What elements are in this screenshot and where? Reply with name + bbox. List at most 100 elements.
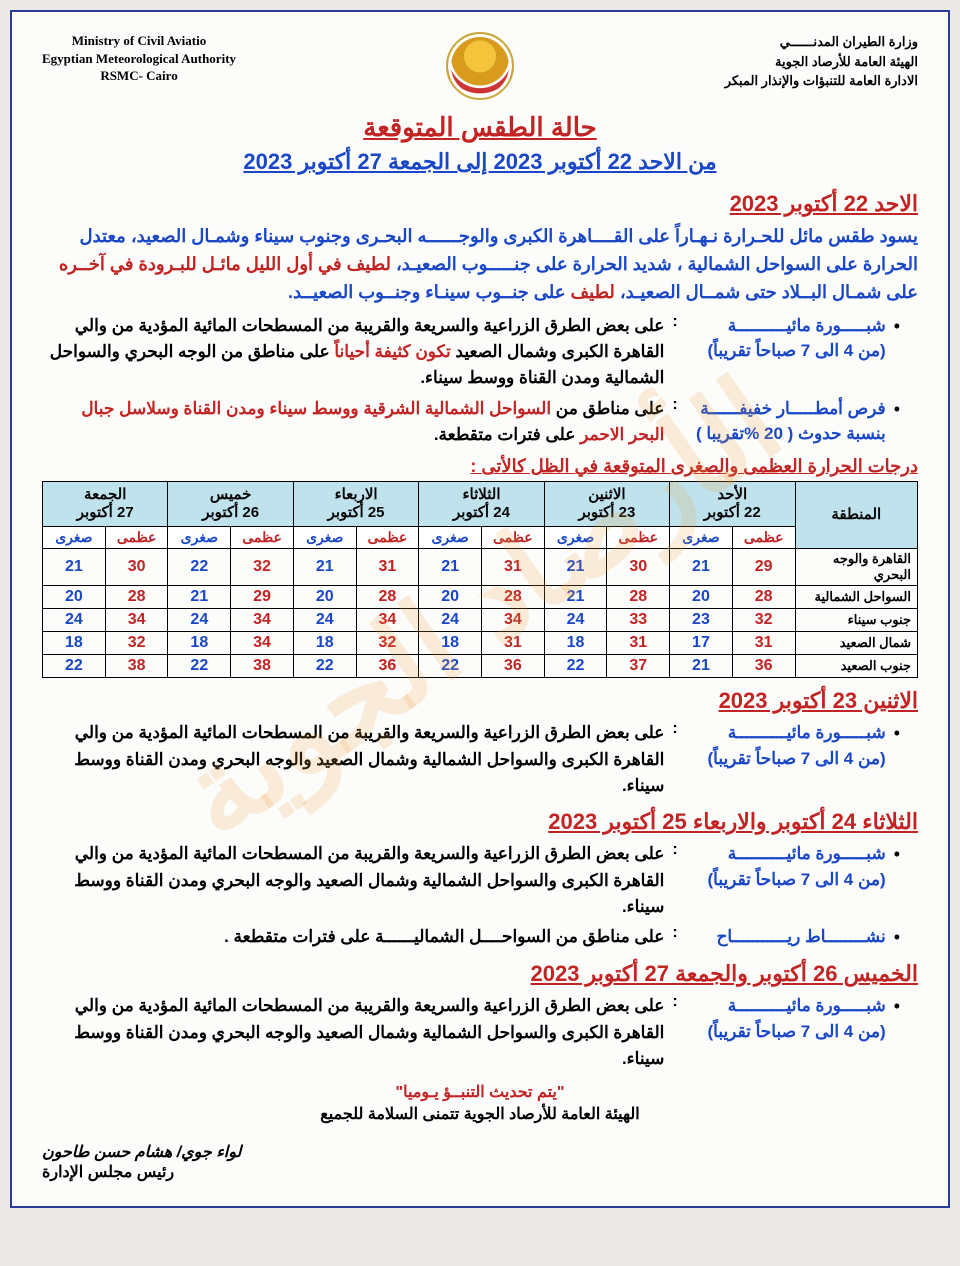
- col-day: الثلاثاء24 أكتوبر: [419, 482, 544, 527]
- bullet-item: • شبـــــورة مائيــــــــــة (من 4 الى 7…: [42, 313, 900, 392]
- bullet-body: على مناطق من السواحل الشمالية الشرقية وو…: [42, 396, 664, 449]
- col-max: عظمى: [607, 527, 670, 549]
- table-row: جنوب الصعيد362137223622362238223822: [43, 655, 918, 678]
- bullet-icon: •: [894, 313, 900, 340]
- cell-min: 21: [293, 549, 356, 586]
- cell-min: 20: [293, 586, 356, 609]
- label-time: (من 4 الى 7 صباحاً تقريباً): [707, 749, 885, 768]
- cell-max: 34: [356, 609, 419, 632]
- cell-min: 21: [43, 549, 106, 586]
- cell-min: 22: [293, 655, 356, 678]
- bullet-icon: •: [894, 841, 900, 868]
- cell-min: 21: [544, 586, 607, 609]
- separator: :: [672, 313, 677, 331]
- cell-min: 21: [544, 549, 607, 586]
- cell-max: 34: [105, 609, 168, 632]
- hdr-ar-line: الهيئة العامة للأرصاد الجوية: [725, 52, 918, 72]
- region-cell: القاهرة والوجه البحري: [795, 549, 918, 586]
- text-segment: لطيف في أول الليل مائـل للبـرودة في آخــ…: [59, 254, 391, 274]
- signature-block: لواء جوي/ هشام حسن طاحون رئيس مجلس الإدا…: [42, 1142, 918, 1182]
- bullet-body: على بعض الطرق الزراعية والسريعة والقريبة…: [42, 841, 664, 920]
- cell-min: 18: [168, 632, 231, 655]
- cell-min: 23: [670, 609, 733, 632]
- hdr-ar-line: وزارة الطيران المدنــــــي: [725, 32, 918, 52]
- cell-max: 34: [231, 632, 294, 655]
- label-time: بنسبة حدوث ( 20 %تقريبا ): [696, 424, 886, 443]
- bullet-body: على مناطق من السواحــــل الشماليــــــة …: [42, 924, 664, 950]
- text-segment: على فترات متقطعة.: [434, 425, 576, 444]
- label-text: نشــــــــاط ريـــــــــــاح: [716, 927, 885, 946]
- cell-min: 24: [419, 609, 482, 632]
- footer-note: "يتم تحديث التنبــؤ يـوميا" الهيئة العام…: [42, 1082, 918, 1124]
- cell-min: 18: [419, 632, 482, 655]
- cell-min: 22: [419, 655, 482, 678]
- footer-line-1: "يتم تحديث التنبــؤ يـوميا": [42, 1082, 918, 1102]
- bullet-icon: •: [894, 396, 900, 423]
- cell-min: 22: [544, 655, 607, 678]
- day56-bullets: • شبـــــورة مائيــــــــــة (من 4 الى 7…: [42, 993, 918, 1072]
- cell-max: 32: [231, 549, 294, 586]
- day34-bullets: • شبـــــورة مائيــــــــــة (من 4 الى 7…: [42, 841, 918, 951]
- header-arabic: وزارة الطيران المدنــــــي الهيئة العامة…: [725, 32, 918, 91]
- cell-min: 18: [43, 632, 106, 655]
- cell-max: 28: [105, 586, 168, 609]
- cell-min: 21: [670, 549, 733, 586]
- region-cell: جنوب الصعيد: [795, 655, 918, 678]
- col-day: الأحد22 أكتوبر: [670, 482, 795, 527]
- text-segment: يسود طقس مائل للحـرارة نـهـاراً على القـ…: [131, 226, 918, 246]
- cell-max: 36: [481, 655, 544, 678]
- bullet-body: على بعض الطرق الزراعية والسريعة والقريبة…: [42, 313, 664, 392]
- table-head: المنطقةالأحد22 أكتوبرالاثنين23 أكتوبرالث…: [43, 482, 918, 549]
- cell-min: 21: [670, 655, 733, 678]
- cell-max: 32: [732, 609, 795, 632]
- cell-max: 31: [481, 549, 544, 586]
- cell-max: 38: [231, 655, 294, 678]
- cell-max: 29: [231, 586, 294, 609]
- text-segment: على مناطق من: [551, 399, 664, 418]
- cell-min: 22: [168, 549, 231, 586]
- col-min: صغرى: [544, 527, 607, 549]
- label-time: (من 4 الى 7 صباحاً تقريباً): [707, 870, 885, 889]
- cell-max: 38: [105, 655, 168, 678]
- table-row: القاهرة والوجه البحري2921302131213121322…: [43, 549, 918, 586]
- hdr-ar-line: الادارة العامة للتنبؤات والإنذار المبكر: [725, 71, 918, 91]
- cell-max: 33: [607, 609, 670, 632]
- col-max: عظمى: [231, 527, 294, 549]
- cell-min: 21: [419, 549, 482, 586]
- col-max: عظمى: [356, 527, 419, 549]
- label-text: فرص أمطـــــار خفيفــــــة: [700, 399, 885, 418]
- table-row: جنوب سيناء322333243424342434243424: [43, 609, 918, 632]
- signature-title: رئيس مجلس الإدارة: [42, 1162, 918, 1182]
- col-max: عظمى: [481, 527, 544, 549]
- hdr-en-line: RSMC- Cairo: [42, 67, 236, 85]
- cell-min: 18: [544, 632, 607, 655]
- bullet-label: نشــــــــاط ريـــــــــــاح: [686, 924, 886, 950]
- day2-heading: الاثنين 23 أكتوبر 2023: [42, 688, 918, 714]
- title-main: حالة الطقس المتوقعة: [42, 112, 918, 143]
- region-cell: السواحل الشمالية: [795, 586, 918, 609]
- header: وزارة الطيران المدنــــــي الهيئة العامة…: [42, 32, 918, 100]
- bullet-item: • شبـــــورة مائيــــــــــة (من 4 الى 7…: [42, 993, 900, 1072]
- cell-max: 37: [607, 655, 670, 678]
- day56-heading: الخميس 26 أكتوبر والجمعة 27 أكتوبر 2023: [42, 961, 918, 987]
- cell-min: 24: [544, 609, 607, 632]
- bullet-icon: •: [894, 924, 900, 951]
- col-max: عظمى: [732, 527, 795, 549]
- bullet-body: على بعض الطرق الزراعية والسريعة والقريبة…: [42, 993, 664, 1072]
- separator: :: [672, 924, 677, 942]
- cell-max: 34: [231, 609, 294, 632]
- region-cell: جنوب سيناء: [795, 609, 918, 632]
- cell-max: 31: [607, 632, 670, 655]
- cell-min: 24: [168, 609, 231, 632]
- text-segment: على شمـال البــلاد حتى شمــال الصعيـد،: [615, 282, 918, 302]
- cell-min: 20: [419, 586, 482, 609]
- cell-min: 17: [670, 632, 733, 655]
- separator: :: [672, 396, 677, 414]
- col-min: صغرى: [670, 527, 733, 549]
- text-segment: تكون كثيفة أحياناً: [330, 342, 451, 361]
- cell-min: 21: [168, 586, 231, 609]
- bullet-item: • نشــــــــاط ريـــــــــــاح : على منا…: [42, 924, 900, 951]
- label-text: شبـــــورة مائيــــــــــة: [728, 844, 886, 863]
- bullet-icon: •: [894, 720, 900, 747]
- day1-bullets: • شبـــــورة مائيــــــــــة (من 4 الى 7…: [42, 313, 918, 449]
